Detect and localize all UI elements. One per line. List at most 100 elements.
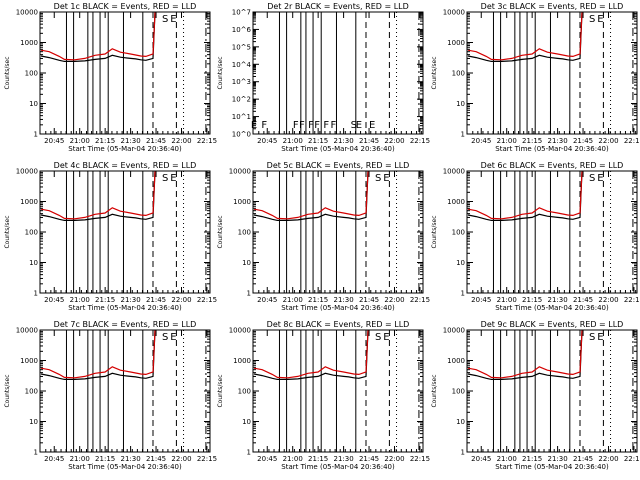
x-tick-label: 22:15 (624, 296, 640, 304)
x-tick-label: 22:00 (384, 137, 404, 145)
y-axis-label: Counts/sec (4, 56, 11, 89)
flag-label: S (589, 173, 595, 184)
x-axis-label: Start Time (05-Mar-04 20:36:40) (281, 463, 395, 471)
y-tick-label: 10000 (443, 168, 465, 176)
series-lld-line (467, 11, 583, 61)
x-tick-label: 21:15 (308, 455, 328, 463)
x-tick-label: 22:00 (171, 137, 191, 145)
y-axis-label: Counts/sec (4, 215, 11, 248)
series-lld-line (40, 170, 156, 220)
plot-frame (39, 11, 211, 135)
chart-title: Det 8c BLACK = Events, RED = LLD (267, 320, 410, 329)
y-axis-label: Counts/sec (4, 374, 11, 407)
flag-label: F (299, 120, 305, 131)
y-tick-label: 100 (25, 229, 38, 237)
x-axis-label: Start Time (05-Mar-04 20:36:40) (68, 304, 182, 312)
y-axis-label: Counts/sec (217, 374, 224, 407)
x-tick-label: 21:15 (308, 296, 328, 304)
x-tick-label: 20:45 (257, 137, 277, 145)
y-tick-label: 10 (456, 418, 465, 426)
y-tick-label: 1 (461, 131, 465, 139)
y-tick-label: 10^1 (232, 113, 251, 121)
x-tick-label: 22:15 (410, 296, 430, 304)
x-tick-label: 21:00 (283, 296, 303, 304)
x-tick-label: 22:15 (197, 137, 217, 145)
flag-label: E (170, 332, 176, 343)
plot-frame (252, 329, 424, 453)
x-tick-label: 21:45 (359, 455, 379, 463)
chart-title: Det 2r BLACK = Events, RED = LLD (267, 2, 409, 11)
x-tick-label: 22:15 (410, 455, 430, 463)
y-tick-label: 1 (461, 449, 465, 457)
x-tick-label: 21:15 (522, 455, 542, 463)
y-tick-label: 100 (452, 70, 465, 78)
x-tick-label: 21:00 (497, 296, 517, 304)
flag-label: F (314, 120, 320, 131)
series-lld-line (467, 329, 583, 379)
flag-label: S (162, 173, 168, 184)
y-tick-label: 10^0 (232, 131, 251, 139)
y-tick-label: 10^3 (232, 78, 251, 86)
y-tick-label: 100 (452, 229, 465, 237)
flag-label: S (162, 14, 168, 25)
x-tick-label: 21:30 (121, 296, 141, 304)
series-events-line (40, 170, 156, 221)
series-lld-line (40, 11, 156, 61)
chart-panel-1: Det 1c BLACK = Events, RED = LLD S E 1 10 100… (4, 2, 217, 153)
y-tick-label: 10^4 (232, 61, 252, 69)
y-tick-label: 10000 (16, 327, 38, 335)
flag-label: S (589, 332, 595, 343)
x-tick-label: 21:15 (95, 296, 115, 304)
x-tick-label: 20:45 (44, 296, 64, 304)
x-tick-label: 21:45 (573, 137, 593, 145)
plot-frame (39, 170, 211, 294)
y-tick-label: 1000 (447, 357, 465, 365)
x-tick-label: 21:00 (70, 137, 90, 145)
x-tick-label: 22:15 (197, 455, 217, 463)
y-tick-label: 10^5 (232, 43, 251, 51)
y-tick-label: 1000 (233, 357, 251, 365)
x-tick-label: 21:45 (146, 455, 166, 463)
chart-panel-4: Det 4c BLACK = Events, RED = LLD S E 1 10 100… (4, 161, 217, 312)
y-axis-label: Counts/sec (217, 215, 224, 248)
y-tick-label: 10000 (16, 9, 38, 17)
y-axis-label: Counts/sec (431, 56, 438, 89)
flag-label: S (589, 14, 595, 25)
x-tick-label: 22:00 (598, 137, 618, 145)
x-tick-label: 20:45 (471, 455, 491, 463)
plot-frame (466, 329, 638, 453)
y-tick-label: 1000 (20, 39, 38, 47)
chart-title: Det 1c BLACK = Events, RED = LLD (54, 2, 197, 11)
x-tick-label: 21:30 (121, 137, 141, 145)
flag-label: F (261, 120, 267, 131)
x-tick-label: 21:00 (283, 455, 303, 463)
y-axis-label: Counts/sec (431, 215, 438, 248)
x-tick-label: 21:45 (573, 455, 593, 463)
y-axis-label: Counts/sec (217, 56, 224, 89)
x-tick-label: 22:00 (171, 455, 191, 463)
x-tick-label: 21:45 (359, 296, 379, 304)
flag-label: E (383, 332, 389, 343)
x-tick-label: 20:45 (471, 296, 491, 304)
x-tick-label: 21:30 (548, 137, 568, 145)
chart-title: Det 4c BLACK = Events, RED = LLD (54, 161, 197, 170)
x-tick-label: 21:30 (548, 296, 568, 304)
x-tick-label: 21:45 (359, 137, 379, 145)
y-tick-label: 10 (456, 259, 465, 267)
y-axis-label: Counts/sec (431, 374, 438, 407)
flag-label: F (323, 120, 329, 131)
x-tick-label: 21:15 (522, 137, 542, 145)
x-tick-label: 22:00 (384, 455, 404, 463)
y-tick-label: 10 (456, 100, 465, 108)
chart-title: Det 7c BLACK = Events, RED = LLD (54, 320, 197, 329)
y-tick-label: 1000 (447, 39, 465, 47)
series-events-line (467, 170, 583, 221)
y-tick-label: 1 (247, 449, 251, 457)
flag-label: E (597, 173, 603, 184)
series-lld-line (253, 170, 369, 220)
y-tick-label: 10 (29, 418, 38, 426)
y-tick-label: 100 (25, 70, 38, 78)
series-lld-line (40, 329, 156, 379)
y-tick-label: 1000 (20, 198, 38, 206)
plot-frame (466, 170, 638, 294)
